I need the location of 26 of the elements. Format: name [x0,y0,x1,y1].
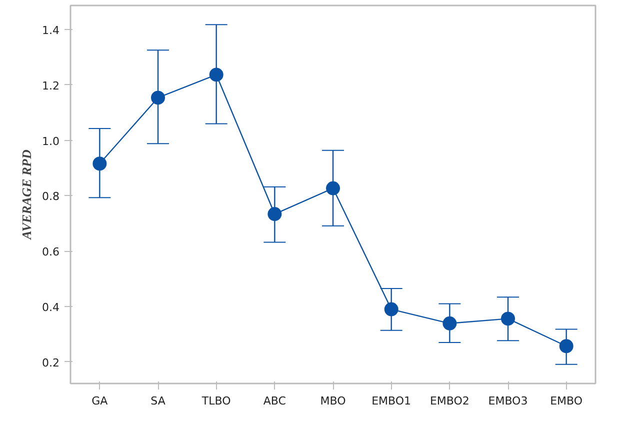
point [442,316,457,330]
y-tick-label: 0.2 [42,356,60,370]
x-tick-label: TLBO [200,394,232,408]
y-tick-label: 0.6 [42,246,60,259]
x-tick-label: EMBO1 [372,394,412,408]
x-tick-label: EMBO [550,394,583,408]
point [326,181,340,196]
y-tick-label: 1.0 [42,134,60,148]
point [559,339,574,354]
y-tick-label: 1.2 [42,79,60,92]
x-tick-label: EMBO2 [430,394,470,408]
point [384,302,398,316]
point [268,207,282,222]
y-tick-label: 1.4 [42,24,60,38]
x-tick-label: GA [92,394,108,408]
y-tick-label: 0.4 [42,301,60,314]
x-tick-label: MBO [320,394,346,408]
point [209,68,224,82]
point [92,156,107,171]
y-tick-label: 0.8 [42,190,60,204]
x-tick-label: SA [150,394,166,408]
point [151,90,165,105]
point [501,312,515,326]
x-tick-label: ABC [263,394,286,408]
x-tick-label: EMBO3 [488,394,528,408]
y-axis-title: AVERAGE RPD [19,149,34,240]
